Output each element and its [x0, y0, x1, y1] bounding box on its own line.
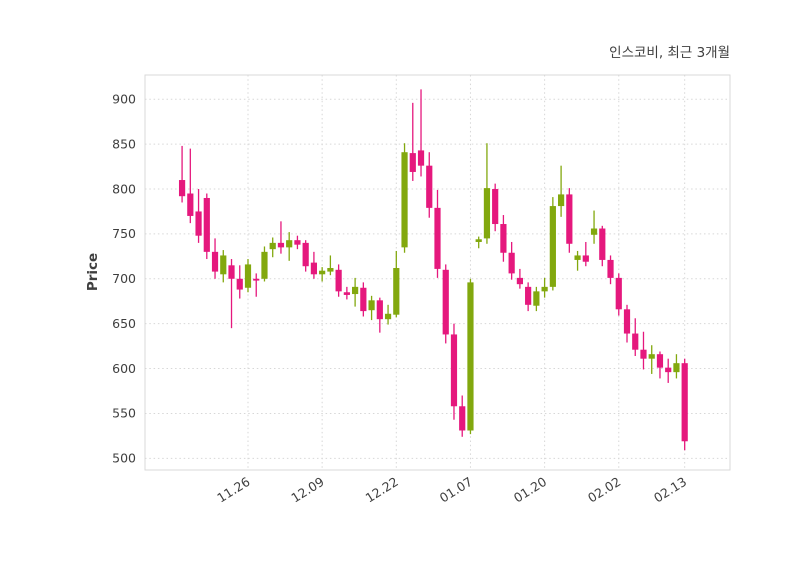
x-tick-label: 01.20: [511, 474, 549, 506]
candle-body: [475, 239, 482, 242]
candle-body: [599, 228, 606, 260]
candle-body: [269, 242, 276, 250]
y-tick-label: 650: [112, 316, 136, 331]
candle-body: [426, 165, 433, 208]
candle-body: [582, 255, 589, 262]
candle-body: [656, 354, 664, 368]
y-tick-label: 900: [112, 92, 136, 107]
candle-body: [557, 194, 565, 207]
candle-body: [261, 251, 268, 279]
candle-body: [178, 180, 186, 197]
candle-body: [203, 197, 210, 252]
candle-body: [508, 252, 515, 274]
candle-body: [310, 262, 318, 275]
candle-body: [467, 282, 474, 431]
x-tick-label: 12.22: [363, 474, 401, 506]
y-axis-label: Price: [85, 253, 101, 291]
y-tick-label: 750: [112, 226, 136, 241]
y-tick-label: 700: [112, 271, 136, 286]
candle-body: [640, 349, 647, 359]
candle-body: [681, 363, 688, 442]
candle-body: [195, 211, 202, 236]
candle-body: [516, 277, 523, 285]
axis-layer: 500 550 600 650 700 750 800 850 900 11.26 12.09 12.…: [112, 92, 689, 506]
candle-body: [623, 309, 631, 334]
candle-body: [492, 189, 499, 225]
candle-body: [673, 363, 680, 373]
candle-body: [211, 251, 219, 272]
candle-body: [409, 153, 416, 172]
candle-body: [187, 193, 194, 216]
plot-border: [144, 74, 731, 471]
candle-body: [368, 300, 375, 311]
candle-body: [352, 286, 359, 295]
x-tick-label: 01.07: [437, 474, 475, 506]
x-tick-label: 02.02: [585, 474, 623, 506]
x-tick-label: 11.26: [214, 474, 252, 506]
candle-body: [244, 264, 252, 288]
candle-body: [483, 188, 491, 239]
candle-body: [228, 265, 235, 279]
candle-body: [343, 292, 350, 295]
candle-body: [277, 242, 285, 248]
candle-body: [393, 268, 400, 315]
candle-body: [236, 278, 243, 290]
candle-body: [648, 354, 655, 359]
candle-body: [327, 268, 334, 272]
candle-body: [525, 286, 532, 305]
candle-body: [533, 291, 540, 306]
candle-body: [450, 334, 458, 407]
candle-body: [442, 269, 449, 335]
candle-body: [434, 207, 441, 269]
candle-body: [665, 367, 672, 373]
candle-body: [319, 270, 326, 275]
y-tick-label: 800: [112, 181, 136, 196]
candle-body: [360, 287, 367, 312]
y-tick-label: 550: [112, 406, 136, 421]
candle-body: [417, 150, 425, 166]
candle-body: [384, 313, 392, 320]
candles-layer: [178, 89, 688, 451]
candle-body: [541, 286, 548, 292]
y-tick-label: 850: [112, 136, 136, 151]
candle-body: [302, 242, 309, 267]
candle-body: [401, 152, 408, 248]
candle-body: [294, 240, 301, 245]
candle-body: [615, 277, 622, 310]
candle-body: [549, 206, 556, 287]
y-tick-label: 600: [112, 361, 136, 376]
candle-body: [459, 406, 466, 431]
candle-body: [220, 255, 227, 275]
candle-body: [376, 300, 383, 320]
candle-body: [335, 269, 342, 292]
candle-body: [607, 259, 614, 278]
candle-body: [632, 333, 639, 350]
x-tick-label: 02.13: [651, 474, 689, 506]
x-tick-label: 12.09: [288, 474, 326, 506]
chart-title: 인스코비, 최근 3개월: [609, 45, 730, 61]
candle-body: [566, 194, 573, 244]
candle-body: [574, 255, 581, 260]
candle-body: [253, 278, 260, 281]
y-tick-label: 500: [112, 451, 136, 466]
candle-body: [590, 228, 598, 235]
candle-body: [500, 224, 507, 253]
candle-body: [286, 240, 293, 248]
